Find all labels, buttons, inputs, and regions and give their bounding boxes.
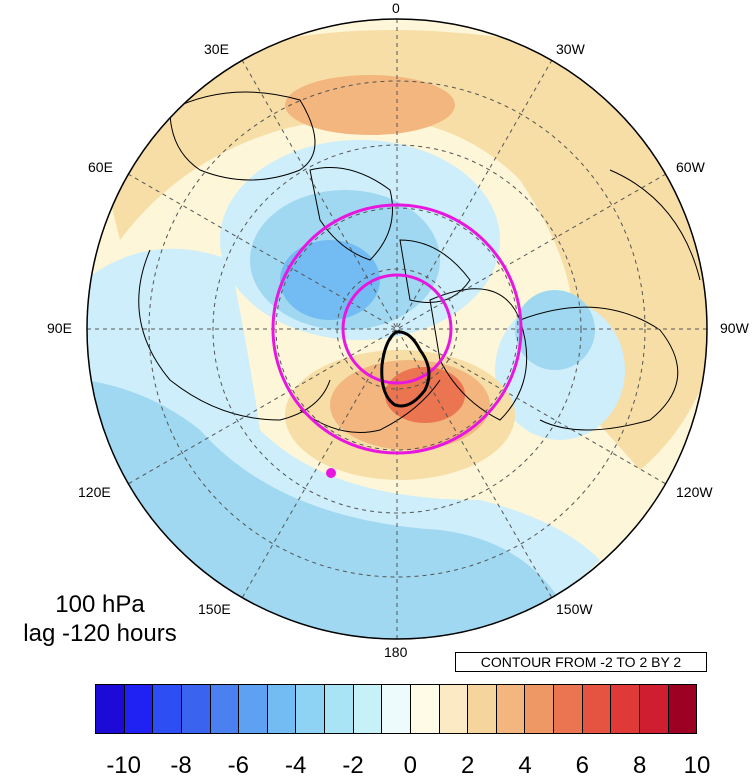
colorbar-cell — [582, 685, 612, 733]
lon-label-top: 0 — [392, 0, 400, 16]
colorbar-cell — [296, 685, 325, 733]
colorbar-tick-label: 4 — [518, 752, 532, 779]
graticule — [87, 19, 707, 639]
lon-label-60e: 60E — [88, 159, 113, 175]
colorbar-cell — [639, 685, 669, 733]
lon-label-90w: 90W — [720, 320, 749, 336]
colorbar-cell — [353, 685, 383, 733]
colorbar-cell — [468, 685, 497, 733]
colorbar-tick-label: -2 — [342, 752, 364, 779]
colorbar-cell — [496, 685, 526, 733]
anomaly-field — [87, 19, 707, 639]
highlight-point — [326, 468, 336, 478]
positive-region — [90, 30, 707, 470]
colorbar-cell — [96, 685, 125, 733]
colorbar-tick-label: 0 — [403, 752, 417, 779]
colorbar-tick-label: 10 — [683, 752, 711, 779]
map-border — [86, 18, 708, 640]
colorbar-tick-label: -6 — [227, 752, 249, 779]
lon-label-120w: 120W — [676, 484, 713, 500]
colorbar-tick-label: 8 — [632, 752, 647, 779]
colorbar-cell — [382, 685, 411, 733]
lon-label-180: 180 — [384, 644, 408, 660]
colorbar-cell — [210, 685, 240, 733]
colorbar-cell — [410, 685, 440, 733]
colorbar-cell — [153, 685, 182, 733]
colorbar-cell — [239, 685, 268, 733]
colorbar-tick-label: -4 — [284, 752, 307, 779]
colorbar-cell — [124, 685, 154, 733]
lon-label-150w: 150W — [556, 601, 593, 617]
lon-label-30e: 30E — [204, 41, 229, 57]
colorbar-cell — [525, 685, 554, 733]
negative-region — [515, 290, 595, 370]
highlight-circles — [271, 203, 523, 455]
lon-label-90e: 90E — [47, 320, 72, 336]
colorbar-tick-label: -8 — [170, 752, 192, 779]
coastlines — [138, 91, 701, 433]
positive-region — [285, 75, 455, 135]
level-label: 100 hPa — [55, 591, 145, 618]
colorbar — [95, 684, 697, 734]
colorbar-cell — [554, 685, 583, 733]
colorbar-cell — [668, 685, 697, 733]
colorbar-cell — [181, 685, 211, 733]
lon-label-30w: 30W — [556, 41, 585, 57]
lag-label: lag -120 hours — [23, 620, 177, 647]
colorbar-tick-label: 2 — [460, 752, 475, 779]
colorbar-cell — [267, 685, 297, 733]
colorbar-tick-label: 6 — [575, 752, 589, 779]
colorbar-cell — [611, 685, 640, 733]
colorbar-cell — [325, 685, 354, 733]
outer-highlight-circle — [271, 203, 523, 455]
lon-label-60w: 60W — [676, 159, 705, 175]
lon-label-120e: 120E — [78, 484, 111, 500]
contour-info-box: CONTOUR FROM -2 TO 2 BY 2 — [455, 652, 707, 672]
plot-title: 100 hPa lag -120 hours — [0, 590, 200, 648]
inner-highlight-circle — [341, 273, 453, 385]
negative-region — [280, 240, 380, 320]
contour-line — [380, 330, 431, 408]
colorbar-cell — [439, 685, 469, 733]
lon-label-150e: 150E — [198, 601, 231, 617]
colorbar-tick-label: -10 — [106, 752, 141, 779]
